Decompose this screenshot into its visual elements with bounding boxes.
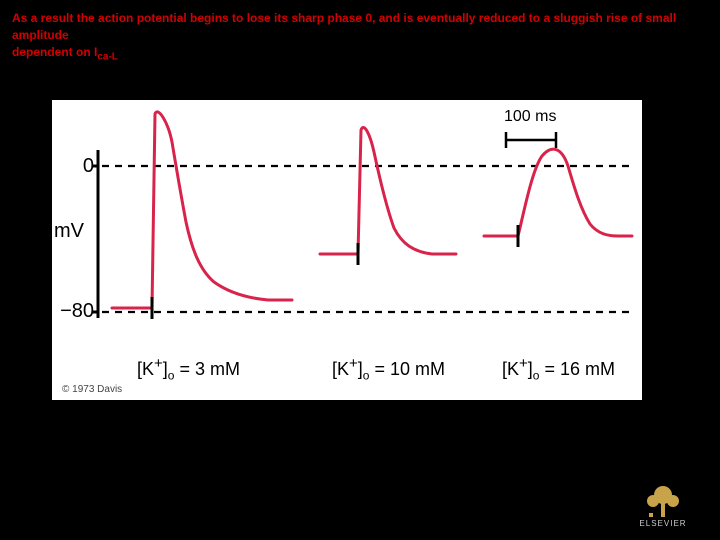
figure-copyright: © 1973 Davis [62,384,122,395]
caption-text: As a result the action potential begins … [12,10,708,64]
tree-icon [641,483,685,517]
publisher-logo: ELSEVIER [624,480,702,528]
trace-label-3mm: [K+]o = 3 mM [137,355,240,383]
caption-line2a: dependent on I [12,45,97,59]
scalebar-label: 100 ms [504,108,556,126]
yaxis-label: mV [54,220,84,243]
trace-label-16mm: [K+]o = 16 mM [502,355,615,383]
figure-panel: mV 0 −80 100 ms [K+]o = 3 mM [K+]o = 10 … [52,100,642,400]
trace-label-10mm: [K+]o = 10 mM [332,355,445,383]
yaxis-tick-80: −80 [52,300,94,323]
yaxis-tick-0: 0 [52,155,94,178]
slide: { "caption": { "line1": "As a result the… [0,0,720,540]
caption-sub: ca-L [97,51,118,62]
publisher-name: ELSEVIER [639,519,686,528]
caption-line1: As a result the action potential begins … [12,11,676,42]
